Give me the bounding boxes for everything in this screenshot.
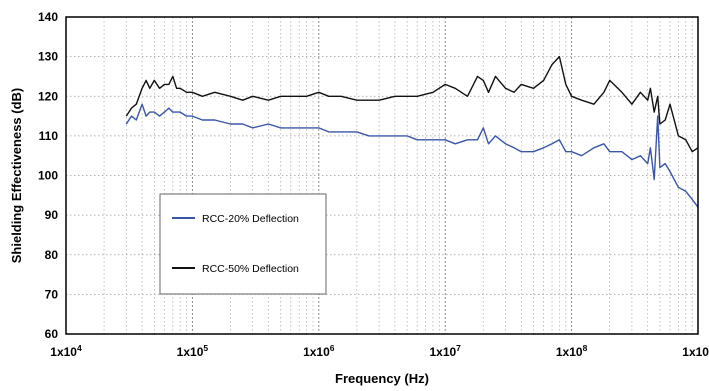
series-line-rcc-50 xyxy=(125,55,699,153)
x-tick-label: 1x109 xyxy=(682,343,709,359)
series-line-rcc-20 xyxy=(125,103,699,208)
y-tick-labels: 60 70 80 90 100 110 120 130 140 xyxy=(38,10,58,341)
legend-box xyxy=(159,193,327,295)
y-tick-label: 110 xyxy=(39,129,59,143)
x-tick-labels: 1x104 1x105 1x106 1x107 1x108 1x109 xyxy=(50,343,709,359)
y-axis-title: Shielding Effectiveness (dB) xyxy=(9,88,24,264)
y-tick-label: 130 xyxy=(38,50,58,64)
y-tick-label: 80 xyxy=(45,248,59,262)
y-tick-label: 60 xyxy=(45,327,59,341)
legend-label-rcc-20: RCC-20% Deflection xyxy=(202,213,299,225)
legend: RCC-20% Deflection RCC-50% Deflection xyxy=(159,193,327,295)
y-tick-label: 140 xyxy=(38,10,58,24)
x-tick-label: 1x107 xyxy=(429,343,461,359)
x-tick-label: 1x108 xyxy=(556,343,588,359)
series-layer xyxy=(125,55,699,208)
y-tick-label: 90 xyxy=(45,208,59,222)
x-tick-label: 1x105 xyxy=(177,343,209,359)
y-tick-label: 70 xyxy=(45,287,59,301)
x-axis-title: Frequency (Hz) xyxy=(335,371,429,386)
legend-label-rcc-50: RCC-50% Deflection xyxy=(202,263,299,275)
y-tick-label: 120 xyxy=(38,89,58,103)
x-tick-label: 1x106 xyxy=(303,343,335,359)
y-tick-label: 100 xyxy=(38,169,58,183)
plot-frame xyxy=(65,16,699,335)
x-tick-label: 1x104 xyxy=(50,343,82,359)
